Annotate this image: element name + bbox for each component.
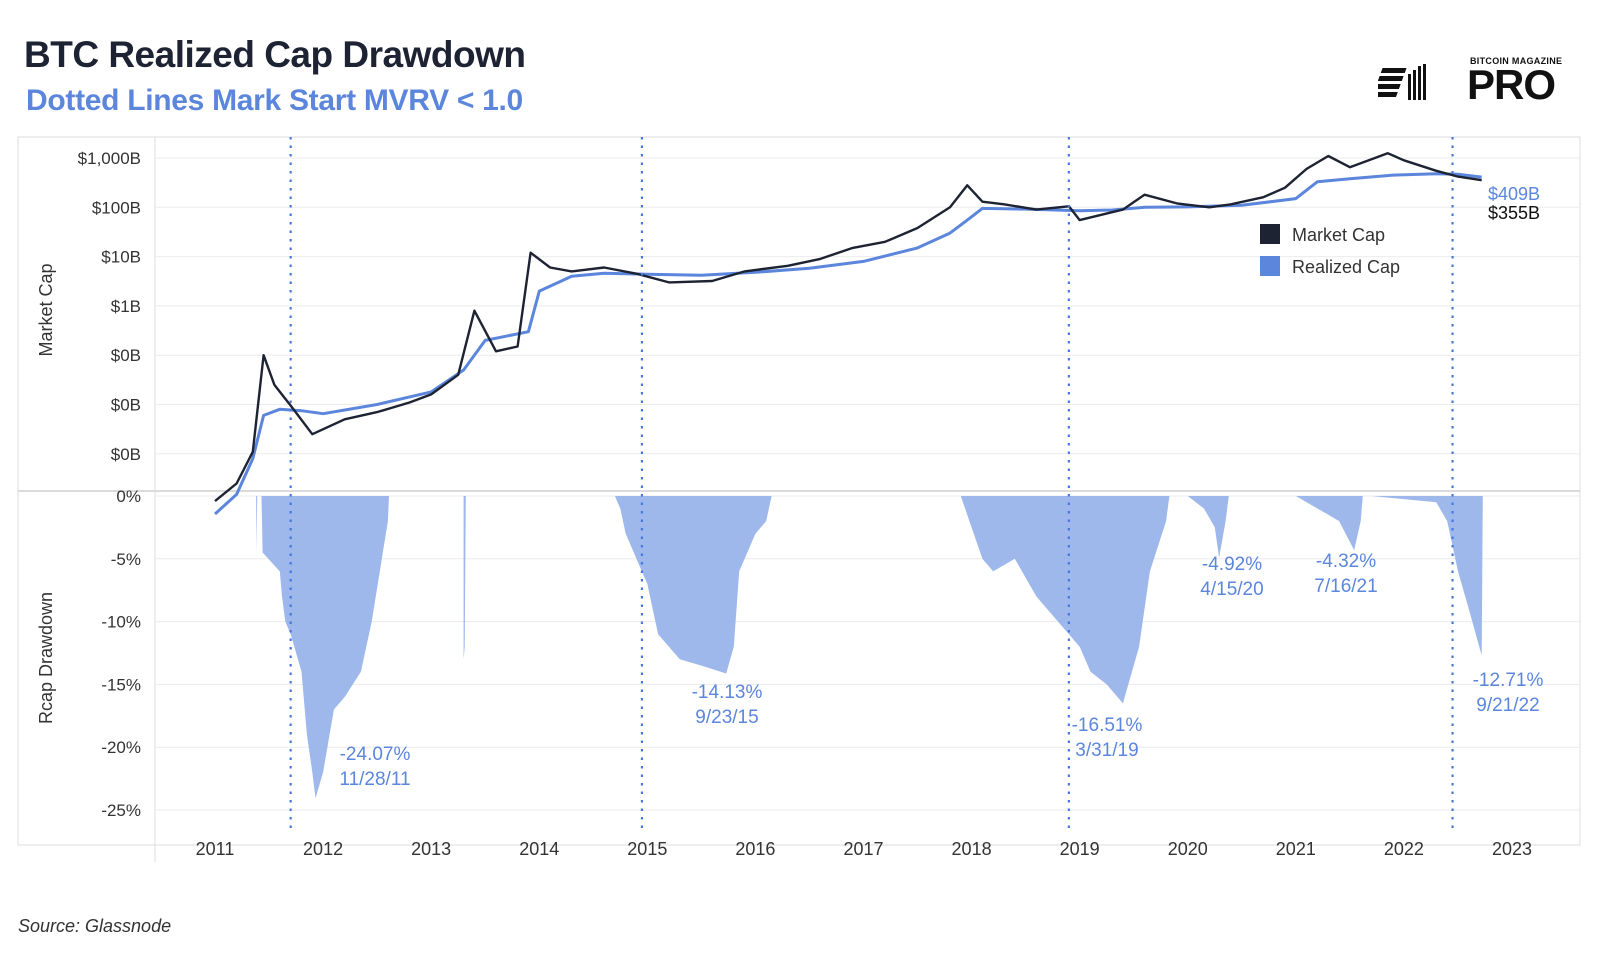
x-tick-label: 2022 bbox=[1384, 839, 1424, 859]
top-y-tick-label: $0B bbox=[111, 346, 141, 365]
chart-frame bbox=[17, 136, 1581, 862]
x-tick-label: 2012 bbox=[303, 839, 343, 859]
top-y-tick-label: $1B bbox=[111, 297, 141, 316]
legend-swatch-market-cap bbox=[1260, 224, 1280, 244]
legend-swatch-realized-cap bbox=[1260, 256, 1280, 276]
annotation-date: 3/31/19 bbox=[1075, 740, 1138, 761]
market-cap-line bbox=[214, 152, 1482, 503]
x-tick-labels: 2011 2012 2013 2014 2015 2016 2017 2018 2019 2020… bbox=[196, 839, 1532, 859]
top-y-tick-label: $1,000B bbox=[78, 149, 141, 168]
x-tick-label: 2013 bbox=[411, 839, 451, 859]
legend: Market Cap Realized Cap bbox=[1260, 224, 1400, 277]
top-y-tick-label: $0B bbox=[111, 396, 141, 415]
x-tick-label: 2023 bbox=[1492, 839, 1532, 859]
top-y-tick-label: $0B bbox=[111, 445, 141, 464]
x-tick-label: 2017 bbox=[843, 839, 883, 859]
x-tick-label: 2015 bbox=[627, 839, 667, 859]
annotation-date: 11/28/11 bbox=[339, 769, 410, 790]
annotation-value: -12.71% bbox=[1473, 670, 1544, 691]
top-y-tick-label: $100B bbox=[92, 198, 141, 217]
bottom-y-tick-label: -5% bbox=[111, 550, 141, 569]
chart-title: BTC Realized Cap Drawdown bbox=[24, 34, 526, 75]
legend-label-market-cap: Market Cap bbox=[1292, 225, 1385, 245]
top-y-tick-label: $10B bbox=[101, 248, 141, 267]
chart-subtitle: Dotted Lines Mark Start MVRV < 1.0 bbox=[26, 84, 523, 117]
x-tick-label: 2011 bbox=[196, 839, 235, 859]
annotation-date: 7/16/21 bbox=[1314, 576, 1377, 597]
bottom-y-tick-label: -25% bbox=[101, 801, 141, 820]
x-tick-label: 2021 bbox=[1276, 839, 1316, 859]
annotation-date: 9/21/22 bbox=[1476, 695, 1539, 716]
drawdown-annotations: -24.07% 11/28/11 -14.13% 9/23/15 -16.51% 3/31… bbox=[339, 551, 1543, 790]
bottom-y-tick-label: -10% bbox=[101, 613, 141, 632]
logo-mark-icon bbox=[1378, 64, 1426, 100]
top-gridlines bbox=[155, 157, 1580, 455]
annotation-date: 9/23/15 bbox=[695, 707, 758, 728]
logo-small-text: BITCOIN MAGAZINE bbox=[1470, 56, 1563, 66]
realized-cap-line bbox=[213, 172, 1482, 516]
source-note: Source: Glassnode bbox=[18, 916, 172, 936]
end-label-realized: $409B bbox=[1488, 184, 1540, 204]
annotation-value: -4.92% bbox=[1202, 554, 1262, 575]
drawdown-series-area bbox=[215, 496, 1491, 799]
bottom-y-tick-label: 0% bbox=[116, 487, 141, 506]
x-tick-label: 2020 bbox=[1168, 839, 1208, 859]
bottom-y-tick-label: -15% bbox=[101, 675, 141, 694]
annotation-value: -16.51% bbox=[1072, 715, 1143, 736]
bottom-y-tick-label: -20% bbox=[101, 738, 141, 757]
annotation-date: 4/15/20 bbox=[1200, 579, 1263, 600]
top-y-axis-label: Market Cap bbox=[36, 263, 56, 356]
end-label-market: $355B bbox=[1488, 203, 1540, 223]
legend-label-realized-cap: Realized Cap bbox=[1292, 257, 1400, 277]
drawdown-area bbox=[215, 496, 1491, 799]
annotation-value: -4.32% bbox=[1316, 551, 1376, 572]
bottom-y-tick-labels: 0% -5% -10% -15% -20% -25% bbox=[101, 487, 141, 820]
logo-big-text: PRO bbox=[1467, 61, 1556, 108]
top-y-tick-labels: $1,000B $100B $10B $1B $0B $0B $0B bbox=[78, 149, 141, 464]
bottom-y-axis-label: Rcap Drawdown bbox=[36, 592, 56, 724]
annotation-value: -24.07% bbox=[340, 744, 411, 765]
x-tick-label: 2018 bbox=[952, 839, 992, 859]
x-tick-label: 2014 bbox=[519, 839, 559, 859]
x-tick-label: 2016 bbox=[735, 839, 775, 859]
annotation-value: -14.13% bbox=[692, 682, 763, 703]
cap-lines bbox=[213, 152, 1482, 516]
x-tick-label: 2019 bbox=[1060, 839, 1100, 859]
